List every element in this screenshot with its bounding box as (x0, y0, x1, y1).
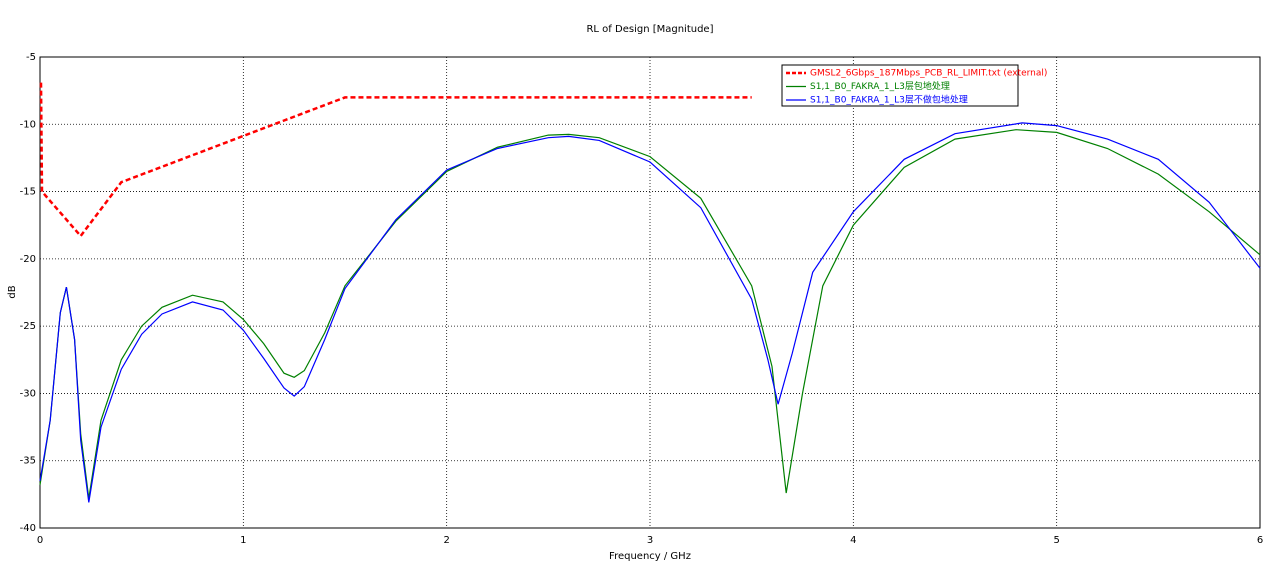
x-tick-label: 3 (647, 535, 653, 546)
x-axis-label: Frequency / GHz (609, 551, 691, 562)
x-tick-label: 4 (850, 535, 856, 546)
y-tick-label: -20 (20, 254, 36, 265)
y-tick-label: -5 (26, 52, 36, 63)
y-axis-label: dB (7, 285, 18, 298)
legend-box (781, 64, 1019, 107)
legend-label: GMSL2_6Gbps_187Mbps_PCB_RL_LIMIT.txt (ex… (810, 69, 1047, 79)
chart-title: RL of Design [Magnitude] (586, 24, 713, 35)
y-tick-label: -10 (20, 119, 36, 130)
legend-label: S1,1_B0_FAKRA_1_L3层不做包地处理 (810, 94, 968, 106)
y-tick-label: -15 (20, 187, 36, 198)
x-tick-label: 1 (240, 535, 246, 546)
x-tick-label: 2 (443, 535, 449, 546)
series-line (39, 122, 1261, 503)
legend-label: S1,1_B0_FAKRA_1_L3层包地处理 (810, 80, 950, 92)
x-tick-label: 0 (37, 535, 43, 546)
series-line (39, 82, 752, 238)
y-tick-label: -40 (20, 523, 36, 534)
y-tick-label: -25 (20, 321, 36, 332)
x-tick-label: 5 (1053, 535, 1059, 546)
y-tick-label: -35 (20, 456, 36, 467)
x-tick-label: 6 (1257, 535, 1263, 546)
series-line (39, 129, 1261, 499)
y-tick-label: -30 (20, 388, 36, 399)
